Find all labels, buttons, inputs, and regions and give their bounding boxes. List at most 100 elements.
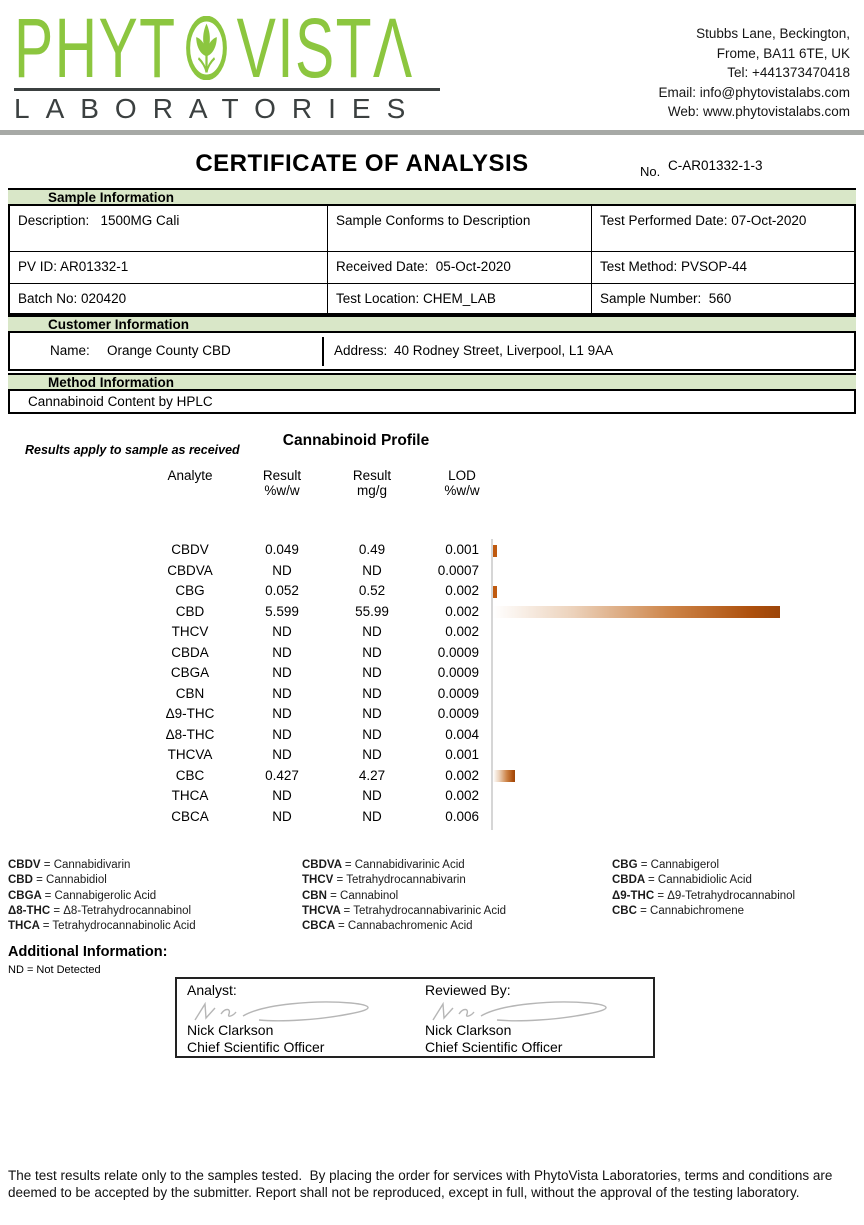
analyte-name: CBDA	[171, 644, 209, 660]
results-note: Results apply to sample as received	[25, 443, 240, 457]
legend-column-2: CBDVA = Cannabidivarinic Acid THCV = Tetr…	[302, 858, 506, 934]
lod-pct-ww: 0.0009	[437, 644, 479, 660]
profile-row: Δ8-THC ND ND 0.004	[0, 725, 864, 746]
column-header-lod: LOD %w/w	[417, 468, 507, 498]
legend-item: CBDVA = Cannabidivarinic Acid	[302, 859, 465, 871]
column-label: Result	[262, 468, 302, 483]
result-mg-g: ND	[362, 562, 382, 578]
result-bar	[493, 585, 497, 598]
profile-row: CBDA ND ND 0.0009	[0, 643, 864, 664]
reviewer-job-title: Chief Scientific Officer	[425, 1039, 563, 1055]
customer-column-divider	[322, 337, 324, 366]
legend-item: Δ8-THC = Δ8-Tetrahydrocannabinol	[8, 904, 192, 917]
page-title: CERTIFICATE OF ANALYSIS	[195, 150, 529, 177]
contact-email: Email: info@phytovistalabs.com	[658, 84, 850, 100]
profile-row: CBGA ND ND 0.0009	[0, 663, 864, 684]
analyte-name: CBN	[175, 685, 205, 701]
contact-tel: Tel: +441373470418	[727, 65, 850, 80]
column-header-result-pct: Result %w/w	[237, 468, 327, 498]
result-mg-g: ND	[362, 665, 382, 680]
analyte-name: Δ8-THC	[165, 726, 215, 742]
profile-row: CBD 5.599 55.99 0.002	[0, 602, 864, 623]
result-pct-ww: ND	[272, 726, 292, 742]
customer-information-section: Customer Information Name: Orange County…	[8, 315, 856, 371]
analyst-column: Analyst: Nick Clarkson Chief Scientific …	[177, 979, 415, 1056]
profile-row: THCV ND ND 0.002	[0, 622, 864, 643]
profile-row: THCVA ND ND 0.001	[0, 745, 864, 766]
analyte-name: THCV	[171, 624, 209, 639]
profile-row: CBN ND ND 0.0009	[0, 684, 864, 705]
lod-pct-ww: 0.001	[445, 747, 479, 762]
analyte-name: Δ9-THC	[165, 706, 215, 721]
profile-row: CBCA ND ND 0.006	[0, 807, 864, 828]
lod-pct-ww: 0.001	[445, 542, 479, 557]
analyst-label: Analyst:	[187, 982, 237, 998]
result-mg-g: 0.49	[358, 542, 386, 557]
column-header-analyte: Analyte	[130, 468, 250, 483]
legend-column-1: CBDV = Cannabidivarin CBD = Cannabidiol CB…	[8, 858, 196, 934]
legend-item: CBG = Cannabigerol	[612, 859, 720, 871]
certificate-number: C-AR01332-1-3	[668, 158, 763, 173]
bar-chart-axis	[491, 539, 493, 830]
lod-pct-ww: 0.0007	[437, 562, 479, 578]
legend-item: THCV = Tetrahydrocannabivarin	[302, 874, 466, 887]
profile-rows: CBDV 0.049 0.49 0.001 CBDVA ND ND 0.0007 CBG 0.05…	[0, 540, 864, 827]
reviewer-signature	[432, 1001, 607, 1022]
legend-item: THCVA = Tetrahydrocannabivarinic Acid	[302, 904, 507, 917]
result-pct-ww: ND	[272, 685, 292, 701]
profile-row: CBG 0.052 0.52 0.002	[0, 581, 864, 602]
lod-pct-ww: 0.004	[445, 726, 479, 742]
column-header-result-mgg: Result mg/g	[327, 468, 417, 498]
lod-pct-ww: 0.0009	[437, 706, 479, 721]
legend-item: CBN = Cannabinol	[302, 889, 399, 902]
method-name: Cannabinoid Content by HPLC	[8, 391, 856, 414]
column-unit: mg/g	[356, 483, 387, 498]
result-pct-ww: 0.052	[265, 583, 299, 598]
legend-item: CBDA = Cannabidiolic Acid	[612, 874, 752, 887]
result-pct-ww: ND	[272, 665, 292, 680]
column-unit: %w/w	[444, 483, 480, 498]
logo-text-part2: VISTΛ	[236, 1, 414, 95]
analyte-name: CBDVA	[167, 562, 213, 578]
nd-note: ND = Not Detected	[8, 964, 101, 976]
analyte-name: CBD	[175, 603, 205, 619]
method-information-section: Method Information Cannabinoid Content b…	[8, 373, 856, 414]
analyte-name: CBGA	[170, 665, 210, 680]
sample-information-header: Sample Information	[8, 188, 856, 206]
result-mg-g: ND	[362, 644, 382, 660]
result-mg-g: ND	[362, 788, 382, 803]
lod-pct-ww: 0.0009	[437, 665, 479, 680]
test-performed-date-cell: Test Performed Date: 07-Oct-2020	[592, 206, 854, 252]
lod-pct-ww: 0.006	[445, 808, 479, 824]
additional-information-title: Additional Information:	[8, 944, 168, 960]
customer-name-label: Name:	[50, 343, 90, 358]
lod-pct-ww: 0.002	[445, 767, 479, 783]
lod-pct-ww: 0.002	[445, 788, 479, 803]
contact-address-line2: Frome, BA11 6TE, UK	[716, 45, 850, 61]
result-mg-g: ND	[362, 808, 382, 824]
result-pct-ww: 0.049	[265, 542, 299, 557]
legend-item: CBCA = Cannabachromenic Acid	[302, 920, 473, 933]
profile-row: Δ9-THC ND ND 0.0009	[0, 704, 864, 725]
result-pct-ww: ND	[272, 644, 292, 660]
result-mg-g: ND	[362, 706, 382, 721]
test-location-cell: Test Location: CHEM_LAB	[328, 284, 592, 313]
profile-row: CBDV 0.049 0.49 0.001	[0, 540, 864, 561]
batch-no-cell: Batch No: 020420	[10, 284, 328, 313]
result-pct-ww: ND	[272, 562, 292, 578]
analyst-job-title: Chief Scientific Officer	[187, 1039, 325, 1055]
analyst-signature	[194, 1001, 369, 1022]
result-pct-ww: ND	[272, 788, 292, 803]
contact-web: Web: www.phytovistalabs.com	[667, 104, 850, 119]
signature-box: Analyst: Nick Clarkson Chief Scientific …	[175, 977, 655, 1058]
test-method-cell: Test Method: PVSOP-44	[592, 252, 854, 284]
analyte-name: CBDV	[171, 542, 209, 557]
analyte-name: CBC	[175, 767, 205, 783]
legend-item: Δ9-THC = Δ9-Tetrahydrocannabinol	[612, 889, 796, 902]
header-divider	[0, 130, 864, 135]
result-pct-ww: ND	[272, 747, 292, 762]
result-bar	[493, 544, 497, 557]
profile-row: THCA ND ND 0.002	[0, 786, 864, 807]
pv-id-cell: PV ID: AR01332-1	[10, 252, 328, 284]
legend-column-3: CBG = Cannabigerol CBDA = Cannabidiolic A…	[612, 858, 795, 919]
